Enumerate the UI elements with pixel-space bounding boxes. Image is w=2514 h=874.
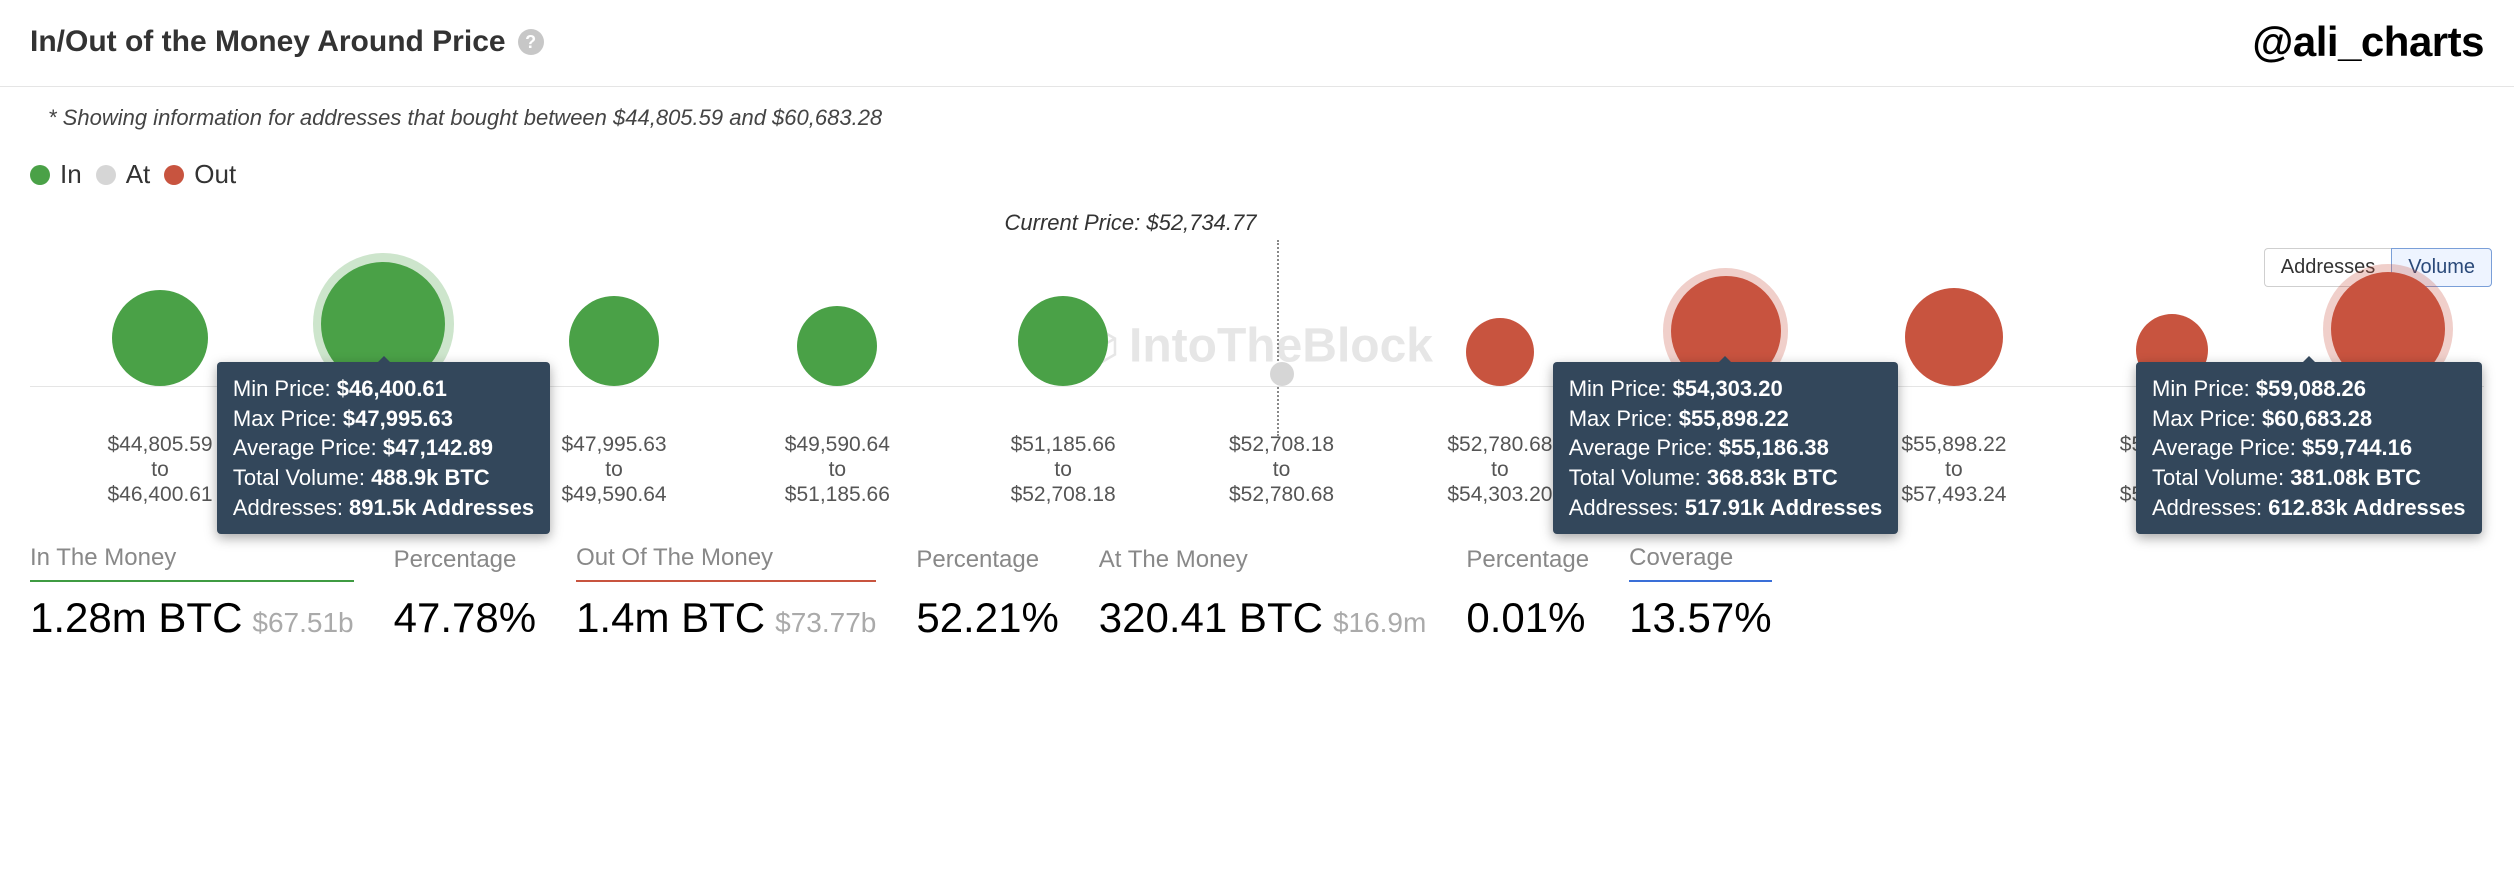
stat-out-pct-label: Percentage (916, 546, 1058, 582)
x-axis-label: $51,185.66to$52,708.18 (1011, 432, 1116, 508)
stat-out-of-the-money: Out Of The Money 1.4m BTC $73.77b (576, 544, 876, 642)
stat-coverage: Coverage 13.57% (1629, 544, 1771, 642)
stat-out-sub: $73.77b (775, 607, 876, 639)
title-wrap: In/Out of the Money Around Price ? (30, 25, 544, 59)
help-icon[interactable]: ? (518, 29, 544, 55)
stat-out-value-wrap: 1.4m BTC $73.77b (576, 594, 876, 642)
legend: In At Out (0, 159, 2514, 196)
legend-at[interactable]: At (96, 159, 151, 190)
stat-at-pct-value: 0.01% (1466, 594, 1585, 642)
legend-in[interactable]: In (30, 159, 82, 190)
stat-in-pct-value: 47.78% (394, 594, 536, 642)
bubble-out[interactable] (1466, 318, 1534, 386)
stat-at-label: At The Money (1099, 546, 1427, 582)
legend-at-label: At (126, 159, 151, 190)
header: In/Out of the Money Around Price ? @ali_… (0, 0, 2514, 87)
x-axis-label: $52,708.18to$52,780.68 (1229, 432, 1334, 508)
legend-out-label: Out (194, 159, 236, 190)
bubble-in[interactable] (797, 306, 877, 386)
bubble-in[interactable] (1018, 296, 1108, 386)
bubble-chart: IntoTheBlock Current Price: $52,734.77 M… (30, 196, 2484, 426)
x-axis-label: $52,780.68to$54,303.20 (1447, 432, 1552, 508)
stat-cov-label: Coverage (1629, 544, 1771, 582)
legend-dot-at (96, 165, 116, 185)
stat-out-pct-value: 52.21% (916, 594, 1058, 642)
stat-cov-value: 13.57% (1629, 594, 1771, 642)
x-axis-label: $47,995.63to$49,590.64 (561, 432, 666, 508)
stat-in-pct: Percentage 47.78% (394, 546, 536, 642)
x-axis-label: $55,898.22to$57,493.24 (1901, 432, 2006, 508)
stat-at-pct-label: Percentage (1466, 546, 1589, 582)
legend-in-label: In (60, 159, 82, 190)
stat-in-sub: $67.51b (252, 607, 353, 639)
author-handle: @ali_charts (2252, 18, 2484, 66)
tooltip: Min Price: $46,400.61Max Price: $47,995.… (217, 362, 550, 534)
bubble-out[interactable] (1905, 288, 2003, 386)
page-title: In/Out of the Money Around Price (30, 25, 506, 59)
x-axis-label: $44,805.59to$46,400.61 (107, 432, 212, 508)
x-axis-label: $49,590.64to$51,185.66 (785, 432, 890, 508)
stat-at-value-wrap: 320.41 BTC $16.9m (1099, 594, 1427, 642)
stat-in-label: In The Money (30, 544, 354, 582)
stat-out-label: Out Of The Money (576, 544, 876, 582)
stat-in-pct-label: Percentage (394, 546, 536, 582)
stat-at-pct: Percentage 0.01% (1466, 546, 1589, 642)
bubble-at[interactable] (1270, 362, 1294, 386)
filter-note: * Showing information for addresses that… (0, 87, 2514, 159)
stat-out-value: 1.4m BTC (576, 594, 765, 642)
current-price-line (1277, 240, 1279, 436)
stat-at-the-money: At The Money 320.41 BTC $16.9m (1099, 546, 1427, 642)
legend-out[interactable]: Out (164, 159, 236, 190)
stat-at-value: 320.41 BTC (1099, 594, 1323, 642)
watermark: IntoTheBlock (1081, 319, 1433, 374)
stat-in-value-wrap: 1.28m BTC $67.51b (30, 594, 354, 642)
legend-dot-out (164, 165, 184, 185)
bubble-in[interactable] (569, 296, 659, 386)
stat-in-value: 1.28m BTC (30, 594, 242, 642)
stat-at-sub: $16.9m (1333, 607, 1426, 639)
legend-dot-in (30, 165, 50, 185)
current-price-label: Current Price: $52,734.77 (1005, 210, 1257, 236)
stat-in-the-money: In The Money 1.28m BTC $67.51b (30, 544, 354, 642)
tooltip: Min Price: $54,303.20Max Price: $55,898.… (1553, 362, 1899, 534)
bubble-in[interactable] (112, 290, 208, 386)
stat-out-pct: Percentage 52.21% (916, 546, 1058, 642)
tooltip: Min Price: $59,088.26Max Price: $60,683.… (2136, 362, 2482, 534)
